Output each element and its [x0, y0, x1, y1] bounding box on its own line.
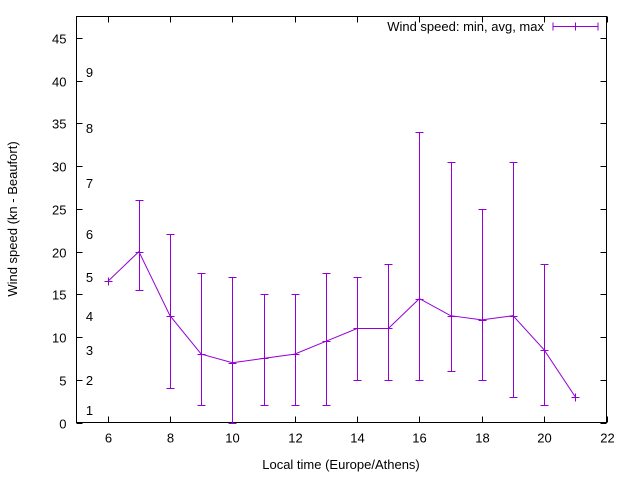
data-point-x16 [415, 295, 424, 304]
error-bar-x9 [197, 273, 206, 406]
data-point-x19 [509, 312, 518, 321]
legend[interactable]: Wind speed: min, avg, max [387, 19, 599, 34]
y-tick-label: 40 [52, 75, 66, 90]
x-axis-ticks: 6 8 10 12 14 16 18 20 22 [105, 16, 615, 446]
x-tick-label: 6 [105, 431, 112, 446]
data-point-x13 [322, 337, 331, 346]
y-tick-5: 5 [59, 374, 607, 389]
beaufort-label-6: 6 [86, 227, 93, 242]
y-tick-30: 30 [52, 160, 607, 175]
beaufort-label-1: 1 [86, 403, 93, 418]
avg-line [107, 250, 576, 398]
beaufort-label-8: 8 [86, 121, 93, 136]
error-bar-x10 [228, 277, 237, 424]
y-tick-label: 15 [52, 288, 66, 303]
x-tick-label: 20 [537, 431, 551, 446]
data-point-x11 [260, 354, 269, 363]
error-bar-x20 [540, 264, 549, 406]
x-tick-16: 16 [412, 16, 427, 446]
data-point-x8 [166, 312, 175, 321]
y-tick-20: 20 [52, 246, 607, 261]
data-point-x21 [571, 393, 580, 402]
data-point-x7 [135, 248, 144, 257]
x-tick-12: 12 [288, 16, 303, 446]
data-series-group [104, 132, 580, 424]
error-bar-x7 [135, 200, 144, 291]
x-tick-14: 14 [350, 16, 365, 446]
x-tick-18: 18 [475, 16, 490, 446]
beaufort-label-3: 3 [86, 343, 93, 358]
data-point-x9 [197, 350, 206, 359]
x-tick-label: 16 [412, 431, 426, 446]
data-point-x18 [478, 316, 487, 325]
legend-entry-label: Wind speed: min, avg, max [387, 19, 544, 34]
y-tick-40: 40 [52, 75, 607, 90]
error-bar-x8 [166, 234, 175, 389]
data-point-x14 [353, 324, 362, 333]
y-tick-label: 30 [52, 160, 66, 175]
y-tick-label: 0 [59, 417, 66, 432]
x-tick-8: 8 [167, 16, 174, 446]
legend-sample-errorbar [552, 22, 599, 31]
error-bar-x12 [291, 294, 300, 406]
x-tick-label: 12 [288, 431, 302, 446]
y-tick-25: 25 [52, 203, 607, 218]
beaufort-scale-labels: 1 2 3 4 5 6 7 8 9 [86, 65, 93, 418]
error-bar-x19 [509, 162, 518, 398]
data-point-x20 [540, 346, 549, 355]
data-point-x6 [104, 277, 113, 286]
x-tick-label: 14 [350, 431, 364, 446]
data-point-x12 [291, 350, 300, 359]
beaufort-label-9: 9 [86, 65, 93, 80]
x-tick-20: 20 [537, 16, 552, 446]
x-tick-22: 22 [600, 16, 615, 446]
plot-frame [76, 16, 607, 423]
data-point-x15 [384, 324, 393, 333]
y-axis-title: Wind speed (kn - Beaufort) [5, 141, 20, 296]
beaufort-label-4: 4 [86, 309, 93, 324]
data-point-x17 [447, 312, 456, 321]
y-tick-35: 35 [52, 117, 607, 132]
beaufort-label-5: 5 [86, 270, 93, 285]
x-tick-label: 22 [600, 431, 614, 446]
x-axis-title: Local time (Europe/Athens) [262, 457, 420, 472]
y-tick-label: 10 [52, 331, 66, 346]
beaufort-label-2: 2 [86, 373, 93, 388]
legend-errorbar-glyph [552, 22, 599, 31]
y-tick-label: 25 [52, 203, 66, 218]
error-bar-x11 [260, 294, 269, 406]
x-tick-label: 8 [167, 431, 174, 446]
y-tick-label: 20 [52, 246, 66, 261]
y-tick-label: 35 [52, 117, 66, 132]
error-bar-x18 [478, 209, 487, 381]
beaufort-label-7: 7 [86, 176, 93, 191]
y-tick-0: 0 [59, 417, 607, 432]
y-tick-15: 15 [52, 288, 607, 303]
y-tick-10: 10 [52, 331, 607, 346]
error-bar-x16 [415, 132, 424, 381]
x-tick-label: 10 [225, 431, 239, 446]
error-bar-x17 [447, 162, 456, 372]
x-tick-6: 6 [105, 16, 112, 446]
x-tick-label: 18 [475, 431, 489, 446]
y-tick-45: 45 [52, 32, 607, 47]
data-point-x10 [228, 359, 237, 368]
error-bar-x15 [384, 264, 393, 381]
y-tick-label: 5 [59, 374, 66, 389]
y-tick-label: 45 [52, 32, 66, 47]
